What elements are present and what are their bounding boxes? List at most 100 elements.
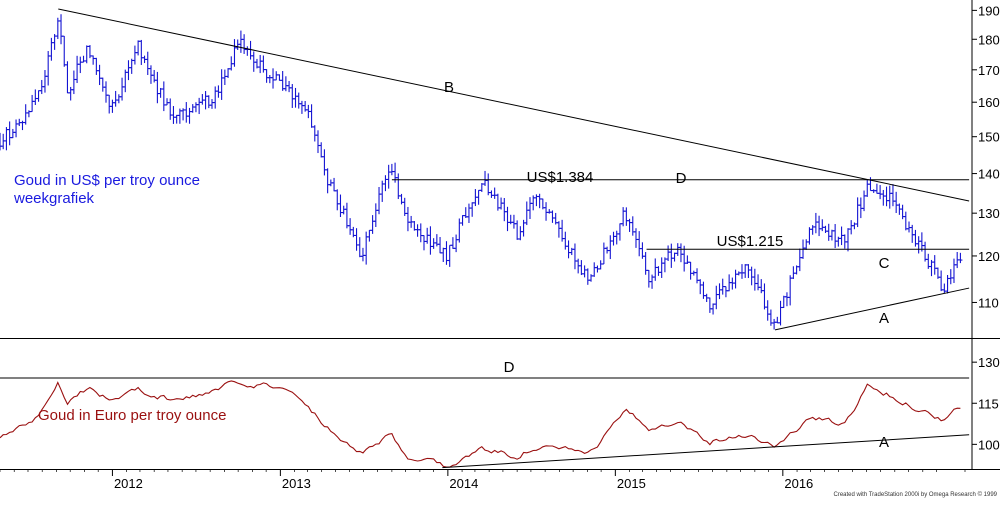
usd-week-bar [126, 60, 131, 81]
usd-week-bar [312, 125, 317, 142]
usd-week-bar [383, 175, 388, 192]
usd-week-bar [752, 268, 757, 291]
axis-layer: 2012 2013 2014 2015 2016 190 180 170 160 150 140 13… [0, 0, 1000, 491]
usd-week-bar [515, 220, 520, 240]
usd-week-bar [405, 206, 410, 232]
usd-week-bar [42, 70, 47, 93]
usd-week-bar [216, 85, 221, 98]
usd-week-bar [136, 40, 141, 56]
usd-week-bar [7, 121, 12, 146]
usd-week-bar [765, 300, 770, 321]
usd-week-bar [714, 285, 719, 310]
usd-week-bar [107, 94, 112, 114]
usd-week-bar [643, 252, 648, 275]
usd-week-bar [907, 221, 912, 233]
usd-week-bar [855, 197, 860, 228]
usd-week-bar [197, 97, 202, 115]
usd-week-bar [563, 231, 568, 250]
usd-week-bar [662, 257, 667, 273]
usd-week-bar [100, 77, 105, 92]
usd-week-bar [656, 266, 661, 276]
usd-week-bar [544, 202, 549, 221]
usd-week-bar [617, 223, 622, 241]
usd-week-bar [521, 219, 526, 237]
usd-week-bar [49, 37, 54, 61]
usd-week-bar [59, 14, 64, 45]
usd-week-bar [338, 194, 343, 218]
usd-week-bar [890, 184, 895, 207]
usd-week-bar [335, 189, 340, 211]
usd-week-bar [781, 295, 786, 309]
usd-week-bar [942, 283, 947, 294]
annotation-layer: B D US$1.384 C US$1.215 A D A [0, 8, 970, 469]
usd-week-bar [775, 316, 780, 324]
usd-week-bar [184, 102, 189, 123]
usd-week-bar [666, 245, 671, 261]
usd-week-bar [206, 95, 211, 109]
usd-week-bar [826, 223, 831, 241]
usd-week-bar [483, 170, 488, 186]
usd-week-bar [572, 243, 577, 270]
usd-week-bar [293, 87, 298, 108]
eur-y-tick-label-130: 130 [978, 355, 1000, 370]
usd-week-bar [148, 65, 153, 84]
usd-week-bar [386, 164, 391, 189]
usd-week-bar [862, 190, 867, 212]
usd-week-bar [592, 262, 597, 277]
usd-week-bar [213, 86, 218, 109]
usd-week-bar [916, 236, 921, 254]
usd-line-a [774, 287, 970, 331]
usd-week-bar [145, 51, 150, 75]
eur-y-tick-label-115: 115 [978, 396, 999, 411]
usd-week-bar [945, 274, 950, 294]
usd-week-bar [784, 292, 789, 307]
usd-week-bar [511, 214, 516, 229]
usd-week-bar [470, 202, 475, 217]
usd-week-bar [14, 119, 19, 138]
usd-week-bar [486, 173, 491, 196]
usd-week-bar [23, 104, 28, 125]
usd-y-tick-label-170: 170 [978, 63, 1000, 78]
usd-week-bar [948, 269, 953, 285]
usd-week-bar [749, 266, 754, 286]
usd-week-bar [858, 197, 863, 219]
usd-week-bar [354, 228, 359, 251]
usd-week-bar [315, 130, 320, 154]
usd-week-bar [457, 218, 462, 243]
usd-week-bar [903, 211, 908, 231]
usd-week-bar [778, 300, 783, 326]
usd-week-bar [711, 303, 716, 315]
usd-week-bar [193, 102, 198, 113]
usd-week-bar [155, 71, 160, 104]
usd-week-bar [772, 318, 777, 330]
usd-chart-title: Goud in US$ per troy ounce [14, 172, 200, 189]
usd-week-bar [797, 248, 802, 272]
usd-line-a-label: A [879, 310, 889, 327]
usd-chart-subtitle: weekgrafiek [13, 190, 95, 207]
usd-week-bar [116, 94, 121, 104]
usd-y-tick-label-110: 110 [978, 295, 999, 310]
usd-week-bar [344, 202, 349, 229]
usd-week-bar [579, 260, 584, 276]
usd-week-bar [627, 218, 632, 232]
usd-y-tick-label-120: 120 [978, 249, 1000, 264]
usd-week-bar [258, 54, 263, 74]
usd-week-bar [190, 104, 195, 113]
eur-y-tick-label-100: 100 [978, 437, 1000, 452]
usd-y-tick-label-180: 180 [978, 32, 1000, 47]
usd-week-bar [389, 163, 394, 176]
eur-line-d-label: D [504, 359, 515, 376]
usd-week-bar [30, 94, 35, 113]
usd-week-bar [788, 275, 793, 306]
usd-week-bar [415, 224, 420, 237]
usd-week-bar [287, 80, 292, 93]
usd-week-bar [431, 238, 436, 249]
usd-week-bar [884, 186, 889, 207]
usd-line-c-label: C [879, 255, 890, 272]
usd-week-bar [367, 229, 372, 242]
usd-week-bar [370, 215, 375, 234]
usd-y-tick-label-190: 190 [978, 3, 1000, 18]
usd-week-bar [672, 252, 677, 262]
usd-week-bar [348, 218, 353, 235]
